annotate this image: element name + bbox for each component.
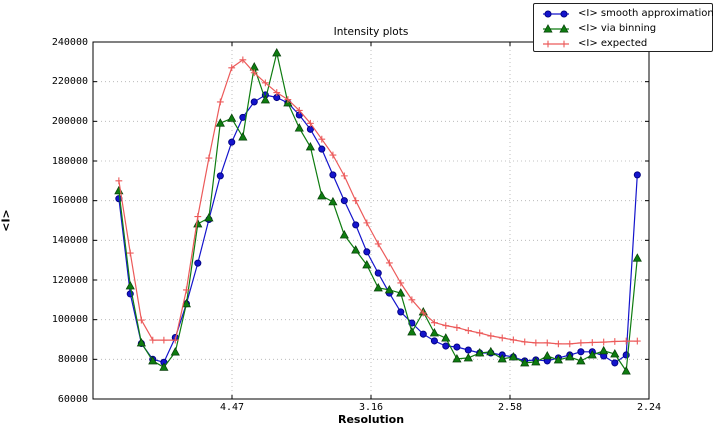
legend-item-label: <I> via binning: [578, 22, 657, 34]
circle-marker-swatch-icon: [543, 9, 569, 18]
y-tick-label: 220000: [51, 76, 88, 88]
legend-item: <I> expected: [541, 36, 712, 51]
y-tick-label: 120000: [51, 274, 88, 286]
series-plus: [115, 56, 641, 348]
x-tick-label: 4.47: [219, 402, 245, 413]
y-tick-label: 160000: [51, 195, 88, 207]
legend: <I> smooth approximation <I> via binning…: [533, 3, 714, 52]
triangle-marker-swatch-icon: [543, 23, 569, 32]
x-axis-label: Resolution: [337, 413, 405, 426]
legend-item: <I> smooth approximation: [541, 6, 714, 21]
y-tick-label: 80000: [57, 353, 88, 365]
y-tick-label: 240000: [51, 36, 88, 48]
series-circle: [115, 91, 641, 367]
x-tick-label: 2.24: [636, 402, 662, 413]
y-tick-label: 140000: [51, 234, 88, 246]
y-tick-label: 180000: [51, 155, 88, 167]
x-tick-label: 2.58: [497, 402, 523, 413]
series-triangle: [114, 47, 642, 375]
x-tick-label: 3.16: [358, 402, 384, 413]
y-tick-label: 200000: [51, 115, 88, 127]
legend-item-label: <I> smooth approximation: [578, 7, 714, 19]
y-tick-label: 60000: [57, 393, 88, 405]
chart-title: Intensity plots: [333, 26, 409, 38]
y-axis-label: <I>: [0, 209, 13, 232]
legend-item: <I> via binning: [541, 21, 712, 36]
y-tick-label: 100000: [51, 314, 88, 326]
legend-item-label: <I> expected: [578, 37, 648, 49]
plus-marker-swatch-icon: [543, 40, 569, 47]
